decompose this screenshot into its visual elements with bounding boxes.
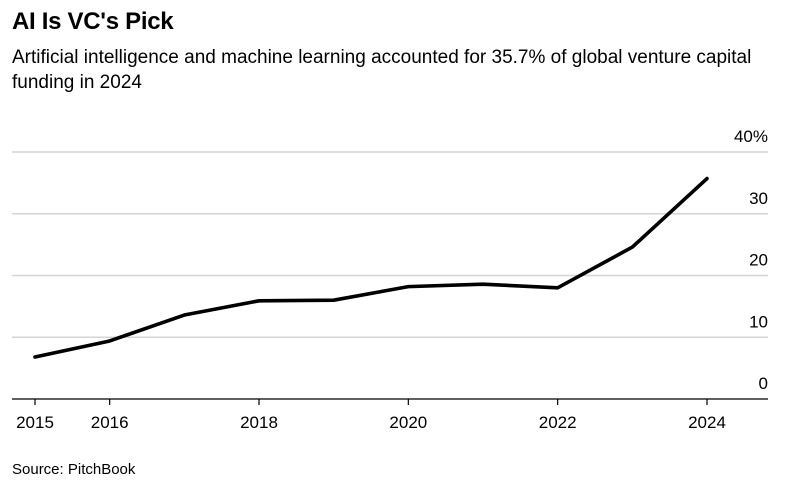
y-tick-label: 40% [734,127,768,146]
x-tick-label: 2024 [688,413,726,432]
y-axis-labels: 0 10 20 30 40% [734,127,768,393]
y-tick-label: 0 [759,374,768,393]
x-tick-label: 2015 [16,413,54,432]
x-tick-label: 2022 [539,413,577,432]
x-tick-label: 2016 [91,413,129,432]
series-layer [33,176,709,359]
chart-title: AI Is VC's Pick [12,8,174,35]
chart-subtitle: Artificial intelligence and machine lear… [12,47,752,93]
gridlines [12,151,768,338]
x-axis: 2015 2016 2018 2020 2022 2024 [12,398,768,432]
y-tick-label: 10 [749,312,768,331]
x-tick-label: 2020 [389,413,427,432]
x-tick-label: 2018 [240,413,278,432]
series-line [33,176,709,359]
y-tick-label: 20 [749,251,768,270]
source-note: Source: PitchBook [12,461,136,478]
y-tick-label: 30 [749,189,768,208]
